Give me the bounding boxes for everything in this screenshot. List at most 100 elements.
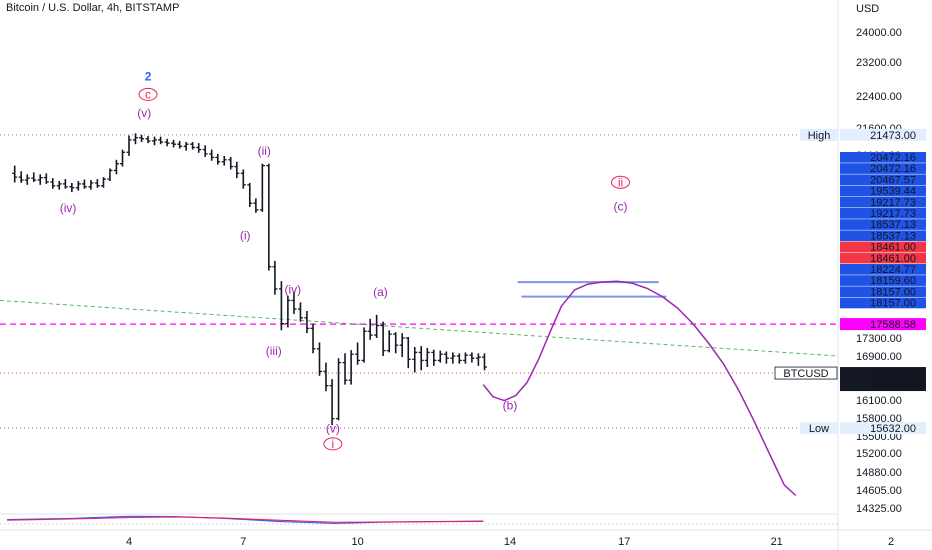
ohlc-bar <box>393 332 399 354</box>
projection-path <box>482 280 797 497</box>
ohlc-bar <box>196 143 202 153</box>
wave-label: (a) <box>373 285 388 299</box>
ohlc-bar <box>88 180 94 190</box>
wave-label: (ii) <box>258 144 271 158</box>
ohlc-bar <box>450 352 456 364</box>
ohlc-bar <box>234 161 240 179</box>
ohlc-bar <box>469 352 475 363</box>
ohlc-bar <box>456 353 462 364</box>
ohlc-bar <box>304 311 310 334</box>
ohlc-bar <box>259 163 265 212</box>
y-tick-label: 17300.00 <box>856 333 902 345</box>
price-label-box <box>840 163 926 174</box>
price-label-text: 18224.77 <box>870 264 916 276</box>
y-tick-label: 24000.00 <box>856 27 902 39</box>
ohlc-bar <box>323 362 329 392</box>
ohlc-bar <box>209 149 215 161</box>
low-value-label: 15632.00 <box>870 423 916 435</box>
ohlc-bar <box>183 142 189 151</box>
wave-label: (iv) <box>60 201 77 215</box>
price-label-box <box>840 174 926 186</box>
ohlc-bar <box>399 333 405 358</box>
price-label-text: 19217.73 <box>870 197 916 209</box>
price-label-box <box>840 152 926 163</box>
price-label-box <box>840 230 926 242</box>
ohlc-bar <box>94 179 100 188</box>
wave-label: (v) <box>326 421 340 435</box>
ohlc-bar <box>164 138 170 147</box>
ohlc-bar <box>62 179 68 189</box>
x-tick-label: 14 <box>504 536 516 548</box>
ohlc-bar <box>329 379 335 426</box>
x-tick-label: 7 <box>240 536 246 548</box>
high-value-label: 21473.00 <box>870 130 916 142</box>
y-tick-label: 15800.00 <box>856 413 902 425</box>
ohlc-bar <box>285 295 291 328</box>
ohlc-bar <box>113 159 119 175</box>
price-label-box <box>840 241 926 253</box>
ohlc-bar <box>221 155 227 166</box>
ohlc-bar <box>424 347 430 367</box>
ohlc-bar <box>81 179 87 189</box>
price-label-text: 18159.60 <box>870 275 916 287</box>
bar-countdown: 02:24:38 <box>873 379 916 391</box>
magenta-value-label: 17588.58 <box>870 319 916 331</box>
price-label-text: 18461.00 <box>870 253 916 265</box>
ohlc-bar <box>171 139 177 148</box>
high-value-box <box>840 128 926 141</box>
ohlc-bar <box>43 173 49 184</box>
wave-label: (iv) <box>284 283 301 297</box>
x-tick-label: 10 <box>351 536 363 548</box>
ohlc-bar <box>278 281 284 331</box>
ohlc-bar <box>152 136 158 146</box>
ohlc-bar <box>266 163 272 271</box>
price-label-box <box>840 185 926 197</box>
price-label-box <box>840 264 926 275</box>
x-tick-label: 2 <box>888 536 894 548</box>
ohlc-bar <box>50 178 56 189</box>
ohlc-bar <box>386 330 392 353</box>
wave-label: c <box>145 87 151 101</box>
ohlc-bar <box>145 136 151 144</box>
ohlc-bar <box>297 302 303 322</box>
ohlc-bar <box>215 153 221 165</box>
candles <box>12 133 487 426</box>
ohlc-bar <box>437 350 443 363</box>
ohlc-bar <box>56 181 62 190</box>
symbol-title: Bitcoin / U.S. Dollar, 4h, BITSTAMP <box>6 2 180 14</box>
ohlc-bar <box>481 353 487 371</box>
price-label-box <box>840 208 926 219</box>
price-label-text: 19217.73 <box>870 208 916 220</box>
ohlc-bar <box>253 198 259 213</box>
wave-circle <box>610 175 630 189</box>
ohlc-bar <box>310 323 316 354</box>
ohlc-bar <box>69 182 75 193</box>
wave-label: (iii) <box>266 344 282 358</box>
price-axis-background <box>838 0 932 550</box>
ohlc-bar <box>412 347 418 373</box>
wave-label: ii <box>618 175 623 189</box>
ohlc-bar <box>139 134 145 143</box>
price-label-text: 18157.00 <box>870 286 916 298</box>
price-label-text: 19539.44 <box>870 186 916 198</box>
ohlc-bar <box>367 318 373 340</box>
ohlc-bar <box>202 145 208 157</box>
price-label-box <box>840 252 926 264</box>
low-value-box <box>840 422 926 435</box>
ohlc-bar <box>100 177 106 188</box>
low-tag <box>800 422 838 435</box>
ohlc-bar <box>355 342 361 365</box>
price-label-box <box>840 219 926 230</box>
ohlc-bar <box>132 133 138 145</box>
wave-label: (v) <box>137 106 151 120</box>
high-tag <box>800 128 838 141</box>
ohlc-bar <box>247 182 253 208</box>
y-tick-label: 14605.00 <box>856 485 902 497</box>
current-price-value: 16590.00 <box>870 368 916 380</box>
ohlc-bar <box>240 169 246 189</box>
ohlc-bar <box>37 174 43 185</box>
price-label-box <box>840 275 926 286</box>
y-tick-label: 16900.00 <box>856 351 902 363</box>
ohlc-bar <box>291 291 297 314</box>
